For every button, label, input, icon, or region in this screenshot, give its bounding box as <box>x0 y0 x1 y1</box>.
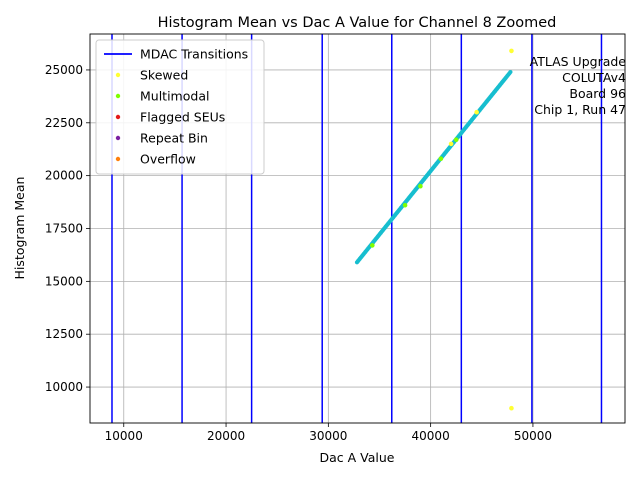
x-axis-label: Dac A Value <box>320 450 395 465</box>
y-tick-label: 12500 <box>45 327 83 341</box>
y-tick-label: 22500 <box>45 116 83 130</box>
legend-label: Multimodal <box>140 89 209 104</box>
x-tick-label: 40000 <box>412 429 450 443</box>
series-point-skewed <box>509 48 514 54</box>
annotation-line: ATLAS Upgrade <box>530 54 627 69</box>
x-tick-label: 50000 <box>514 429 552 443</box>
series-point-multimodal <box>370 243 375 248</box>
axes: 10000 20000 30000 40000 50000 10000 12500 15000… <box>45 63 552 443</box>
annotation-line: Board 96 <box>569 86 626 101</box>
annotation-line: Chip 1, Run 47 <box>534 102 626 117</box>
series-point-multimodal <box>438 156 444 162</box>
legend-label: Repeat Bin <box>140 131 208 146</box>
legend: MDAC Transitions Skewed Multimodal Flagged … <box>95 39 265 175</box>
series-point-multimodal <box>453 137 459 143</box>
y-tick-label: 25000 <box>45 63 83 77</box>
legend-marker-dot <box>115 114 121 120</box>
data-series <box>354 48 514 411</box>
legend-marker-dot <box>115 72 121 78</box>
legend-marker-dot <box>115 135 121 141</box>
annotation-line: COLUTAv4 <box>562 70 626 85</box>
legend-label: Flagged SEUs <box>140 110 225 125</box>
y-tick-label: 17500 <box>45 222 83 236</box>
x-tick-label: 10000 <box>105 429 143 443</box>
series-point-multimodal <box>418 183 423 189</box>
legend-box <box>95 39 265 175</box>
legend-label: MDAC Transitions <box>140 47 248 62</box>
main-series-point <box>508 69 513 75</box>
x-tick-label: 20000 <box>207 429 245 443</box>
series-point-skewed <box>509 405 514 411</box>
y-axis-label: Histogram Mean <box>12 177 27 280</box>
legend-marker-dot <box>115 93 121 99</box>
series-point-skewed <box>474 109 479 115</box>
series-point-multimodal <box>402 202 408 208</box>
series-point-skewed <box>448 141 454 147</box>
y-tick-label: 15000 <box>45 274 83 288</box>
legend-marker-dot <box>115 156 121 162</box>
grid-layer <box>90 34 625 423</box>
legend-label: Overflow <box>140 152 196 167</box>
y-tick-label: 20000 <box>45 169 83 183</box>
legend-label: Skewed <box>140 68 188 83</box>
x-tick-label: 30000 <box>309 429 347 443</box>
chart-title: Histogram Mean vs Dac A Value for Channe… <box>158 15 557 31</box>
y-tick-label: 10000 <box>45 380 83 394</box>
